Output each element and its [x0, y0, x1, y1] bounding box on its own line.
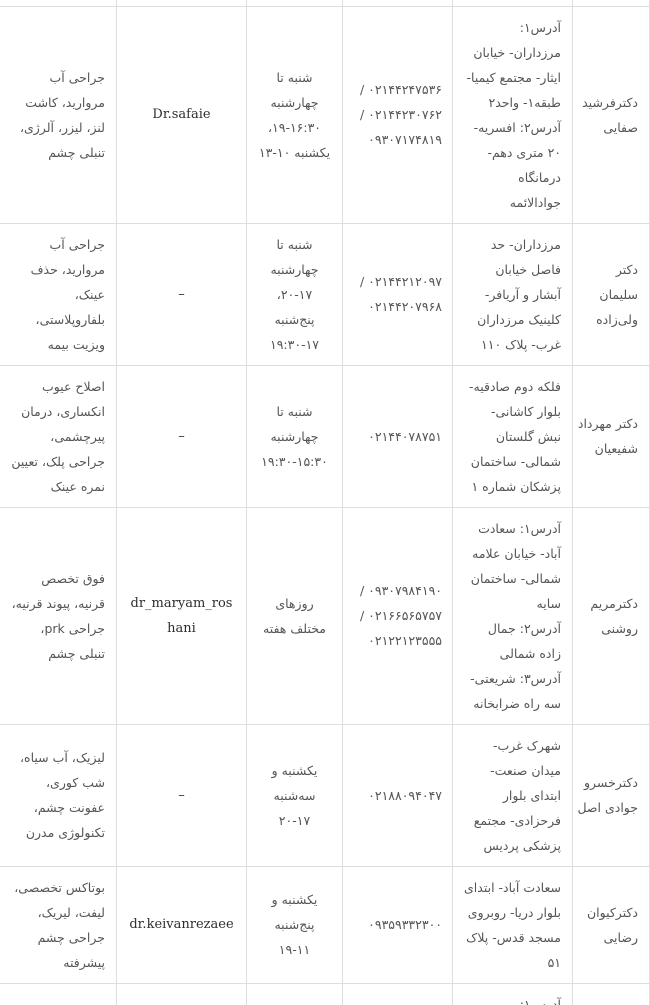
doctor-name-cell: دکترمریم روشنی: [572, 506, 650, 725]
phone-cell: ۰۲۱۴۴۲۴۷۵۳۶ / ۰۲۱۴۴۲۳۰۷۶۲ / ۰۹۳۰۷۱۷۴۸۱۹: [342, 5, 453, 224]
instagram-handle-cell: –: [116, 723, 247, 867]
doctor-name-cell: دکتر مهرداد شفیعیان: [572, 364, 650, 508]
doctor-name-cell: دکترفرشید صفایی: [572, 5, 650, 224]
table-row: دکترخسرو جوادی اصل شهرک غرب- میدان صنعت-…: [0, 723, 650, 867]
doctor-name-cell: دکترخسرو جوادی اصل: [572, 723, 650, 867]
specialty-cell: فوق تخصص قرنیه، پیوند قرنیه، جراحی prk، …: [0, 506, 117, 725]
table-row: دکترمریم روشنی آدرس۱: سعادت آباد- خیابان…: [0, 506, 650, 725]
specialty-cell: فلوشیپ قرنیه، لیزیک، جراحی قوز قرنیه، گو…: [0, 982, 117, 1005]
table-row: دکترفرزین احمدی آدرس۱: مرزداران- ابتدای …: [0, 982, 650, 1005]
table-row: دکترفرشید صفایی آدرس۱: مرزداران- خیابان …: [0, 5, 650, 224]
specialty-cell: اصلاح عیوب انکساری، درمان پیرچشمی، جراحی…: [0, 364, 117, 508]
table-row: دکتر سلیمان ولی‌زاده مرزداران- حد فاصل خ…: [0, 222, 650, 366]
phone-cell: ۰۲۱۸۸۰۹۴۰۴۷: [342, 723, 453, 867]
schedule-cell: یکشنبه و پنج‌شنبه ۱۱-۱۹: [246, 865, 343, 984]
address-cell: سعادت آباد- ابتدای بلوار دریا- روبروی مس…: [452, 865, 573, 984]
address-cell: آدرس۱: مرزداران- خیابان ایثار- مجتمع کیم…: [452, 5, 573, 224]
schedule-cell: روزهای مختلف هفته: [246, 506, 343, 725]
phone-cell: ۰۲۱۴۴۰۷۸۷۵۱: [342, 364, 453, 508]
doctor-name-cell: دکترکیوان رضایی: [572, 865, 650, 984]
phone-cell: ۰۹۳۵۹۳۳۲۳۰۰: [342, 865, 453, 984]
instagram-handle-cell: –: [116, 222, 247, 366]
instagram-handle-cell: drfarzinahmadi: [116, 982, 247, 1005]
specialty-cell: جراحی آب مروارید، کاشت لنز، لیزر، آلرژی،…: [0, 5, 117, 224]
address-cell: فلکه دوم صادقیه- بلوار کاشانی- نبش گلستا…: [452, 364, 573, 508]
instagram-handle-cell: dr.keivanrezaee: [116, 865, 247, 984]
schedule-cell: شنبه تا چهارشنبه ۱۷-۲۰، پنج‌شنبه ۱۷-۱۹:۳…: [246, 222, 343, 366]
instagram-handle-cell: Dr.safaie: [116, 5, 247, 224]
doctor-name-cell: دکتر سلیمان ولی‌زاده: [572, 222, 650, 366]
address-cell: شهرک غرب- میدان صنعت- ابتدای بلوار فرحزا…: [452, 723, 573, 867]
schedule-cell: یکشنبه و سه‌شنبه ۱۷-۲۰: [246, 723, 343, 867]
specialty-cell: لیزیک، آب سیاه، شب کوری، عفونت چشم، تکنو…: [0, 723, 117, 867]
instagram-handle-cell: –: [116, 364, 247, 508]
specialty-cell: جراحی آب مروارید، حذف عینک، بلفاروپلاستی…: [0, 222, 117, 366]
schedule-cell: شنبه تا چهارشنبه ۱۵:۳۰-۱۹:۳۰: [246, 364, 343, 508]
table-row: دکتر مهرداد شفیعیان فلکه دوم صادقیه- بلو…: [0, 364, 650, 508]
address-cell: آدرس۱: مرزداران- ابتدای خیابان ایثار- سا…: [452, 982, 573, 1005]
instagram-handle-cell: dr_maryam_roshani: [116, 506, 247, 725]
schedule-cell: شنبه تا چهارشنبه ۱۶:۳۰-۱۹، یکشنبه ۱۰-۱۳: [246, 5, 343, 224]
schedule-cell: روزهای مختلف هفته: [246, 982, 343, 1005]
table-row: دکترکیوان رضایی سعادت آباد- ابتدای بلوار…: [0, 865, 650, 984]
address-cell: مرزداران- حد فاصل خیابان آبشار و آریافر-…: [452, 222, 573, 366]
phone-cell: ۰۹۳۰۷۹۸۴۱۹۰ / ۰۲۱۶۶۵۶۵۷۵۷ / ۰۲۱۲۲۱۲۳۵۵۵: [342, 506, 453, 725]
phone-cell: ۰۲۱۴۴۲۴۰۴۷۳ / ۰۹۱۳۳۴۲۶۳۹۲ / ۰۲۱۴۴۶۳۰۲۷۴: [342, 982, 453, 1005]
address-cell: آدرس۱: سعادت آباد- خیابان علامه شمالی- س…: [452, 506, 573, 725]
doctor-name-cell: دکترفرزین احمدی: [572, 982, 650, 1005]
specialty-cell: بوتاکس تخصصی، لیفت، لیریک، جراحی چشم پیش…: [0, 865, 117, 984]
phone-cell: ۰۲۱۴۴۲۱۲۰۹۷ / ۰۲۱۴۴۲۰۷۹۶۸: [342, 222, 453, 366]
